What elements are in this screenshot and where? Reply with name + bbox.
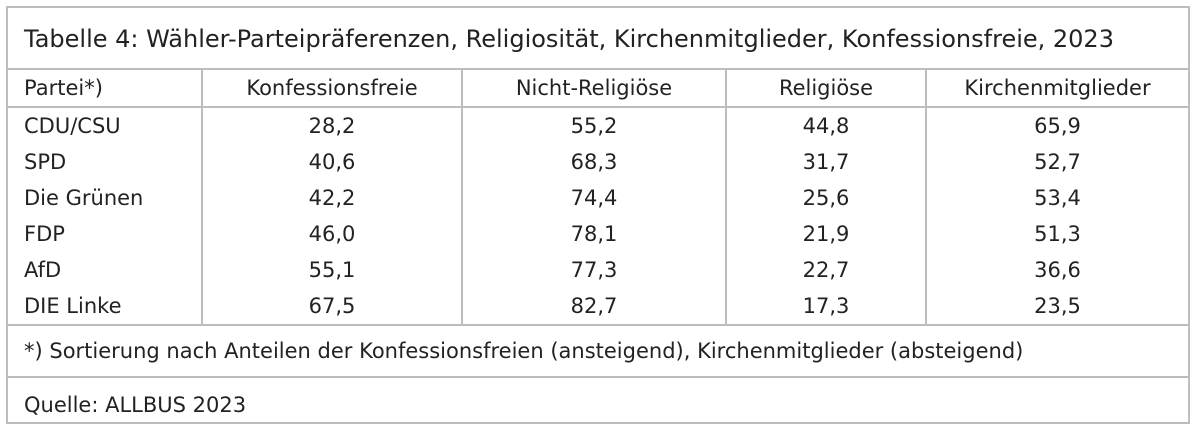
value-cell: 82,7 — [462, 288, 727, 325]
column-header-kirchenmitglieder: Kirchenmitglieder — [964, 76, 1151, 100]
footnote: *) Sortierung nach Anteilen der Konfessi… — [8, 326, 1188, 378]
value-cell: 44,8 — [726, 107, 927, 144]
party-cell: FDP — [8, 216, 203, 252]
data-table: Partei*) Konfessionsfreie Nicht-Religiös… — [8, 70, 1188, 326]
value-cell: 36,6 — [1034, 258, 1081, 282]
value-cell: 53,4 — [1034, 186, 1081, 210]
value-cell: 65,9 — [1034, 114, 1081, 138]
value-cell: 22,7 — [726, 252, 927, 288]
party-cell: CDU/CSU — [8, 107, 203, 144]
party-cell: SPD — [8, 144, 203, 180]
party-cell: DIE Linke — [8, 288, 203, 325]
header-row: Partei*) Konfessionsfreie Nicht-Religiös… — [8, 70, 1188, 107]
table-row: Die Grünen 42,2 74,4 25,6 53,4 — [8, 180, 1188, 216]
table-title: Tabelle 4: Wähler-Parteipräferenzen, Rel… — [8, 8, 1188, 70]
value-cell: 78,1 — [462, 216, 727, 252]
column-header-religioese: Religiöse — [726, 70, 927, 107]
column-header-partei: Partei*) — [8, 70, 203, 107]
party-cell: Die Grünen — [8, 180, 203, 216]
value-cell: 55,2 — [462, 107, 727, 144]
value-cell: 55,1 — [202, 252, 463, 288]
value-cell: 21,9 — [726, 216, 927, 252]
column-header-konfessionsfreie: Konfessionsfreie — [202, 70, 463, 107]
table-row: FDP 46,0 78,1 21,9 51,3 — [8, 216, 1188, 252]
value-cell: 46,0 — [202, 216, 463, 252]
value-cell: 51,3 — [1034, 222, 1081, 246]
value-cell: 68,3 — [462, 144, 727, 180]
table-row: CDU/CSU 28,2 55,2 44,8 65,9 — [8, 107, 1188, 144]
column-header-nicht-religioese: Nicht-Religiöse — [462, 70, 727, 107]
value-cell: 52,7 — [1034, 150, 1081, 174]
value-cell: 31,7 — [726, 144, 927, 180]
value-cell: 17,3 — [726, 288, 927, 325]
table-row: DIE Linke 67,5 82,7 17,3 23,5 — [8, 288, 1188, 325]
party-cell: AfD — [8, 252, 203, 288]
value-cell: 74,4 — [462, 180, 727, 216]
value-cell: 42,2 — [202, 180, 463, 216]
table-row: SPD 40,6 68,3 31,7 52,7 — [8, 144, 1188, 180]
value-cell: 77,3 — [462, 252, 727, 288]
table-row: AfD 55,1 77,3 22,7 36,6 — [8, 252, 1188, 288]
value-cell: 25,6 — [726, 180, 927, 216]
value-cell: 28,2 — [202, 107, 463, 144]
value-cell: 67,5 — [202, 288, 463, 325]
table-frame: Tabelle 4: Wähler-Parteipräferenzen, Rel… — [6, 6, 1190, 424]
value-cell: 23,5 — [1034, 294, 1081, 318]
value-cell: 40,6 — [202, 144, 463, 180]
source-note: Quelle: ALLBUS 2023 — [24, 393, 247, 417]
